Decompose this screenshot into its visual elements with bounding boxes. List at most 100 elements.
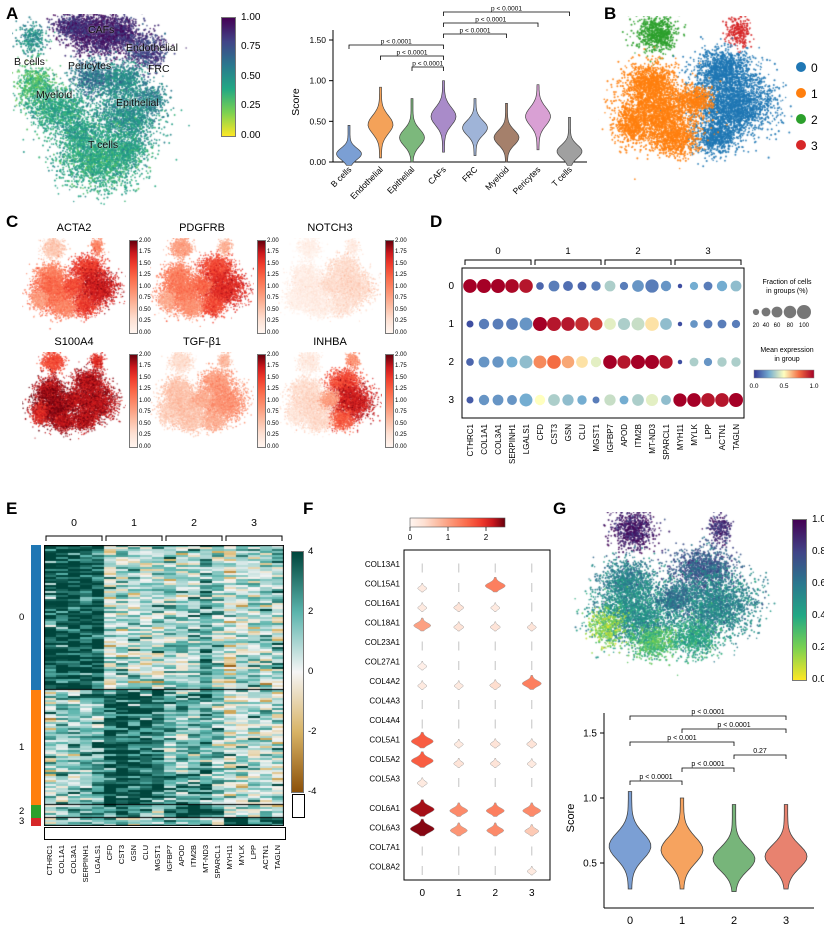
svg-text:COL4A4: COL4A4 bbox=[369, 716, 400, 725]
svg-text:COL1A1: COL1A1 bbox=[57, 845, 66, 874]
svg-text:2: 2 bbox=[484, 533, 489, 542]
svg-text:IGFBP7: IGFBP7 bbox=[165, 845, 174, 872]
svg-text:1.5: 1.5 bbox=[583, 729, 597, 740]
svg-text:p < 0.0001: p < 0.0001 bbox=[717, 722, 750, 729]
svg-text:COL23A1: COL23A1 bbox=[365, 638, 401, 647]
marker-dotplot: 0 1 2 3 0 1 2 3 CTHRC1 COL1A1 COL3A1 SERPINH1 LGALS1… bbox=[448, 246, 818, 464]
svg-text:LPP: LPP bbox=[249, 845, 258, 859]
colorbar-tick: 1.00 bbox=[139, 397, 151, 404]
svg-text:MYLK: MYLK bbox=[690, 423, 699, 445]
umap-label: Endothelial bbox=[126, 42, 178, 54]
marker-heatmap bbox=[44, 545, 284, 826]
svg-text:1.0: 1.0 bbox=[809, 383, 818, 390]
svg-text:ACTN1: ACTN1 bbox=[718, 423, 727, 450]
feature-umap-PDGFRB bbox=[150, 238, 254, 338]
svg-text:MGST1: MGST1 bbox=[592, 423, 601, 451]
colorbar-tick: 1.00 bbox=[395, 397, 407, 404]
svg-text:in groups (%): in groups (%) bbox=[766, 288, 808, 295]
colorbar-tick: 1.75 bbox=[267, 249, 279, 256]
svg-text:0: 0 bbox=[408, 533, 413, 542]
feature-umap-TGF-β1 bbox=[150, 352, 254, 452]
svg-text:COL13A1: COL13A1 bbox=[365, 560, 401, 569]
heatmap-group-label: 3 bbox=[19, 816, 25, 827]
score-colorbar-g bbox=[792, 519, 807, 681]
feature-title-inhba: INHBA bbox=[313, 336, 347, 348]
svg-text:LGALS1: LGALS1 bbox=[93, 845, 102, 873]
svg-text:B cells: B cells bbox=[329, 164, 354, 189]
colorbar-tick: 1.50 bbox=[267, 374, 279, 381]
svg-text:1.50: 1.50 bbox=[309, 35, 326, 45]
colorbar-tick: 1.00 bbox=[267, 397, 279, 404]
heatmap-group-label: 0 bbox=[19, 611, 25, 623]
colorbar-tick: 1.50 bbox=[395, 374, 407, 381]
umap-label: Myeloid bbox=[36, 89, 73, 101]
colorbar-tick: 0.00 bbox=[139, 443, 151, 450]
legend-dot-1 bbox=[796, 88, 806, 98]
svg-text:1: 1 bbox=[448, 319, 454, 330]
svg-text:CLU: CLU bbox=[141, 845, 150, 860]
svg-text:1: 1 bbox=[456, 888, 462, 899]
legend-label-3: 3 bbox=[811, 139, 818, 153]
svg-text:40: 40 bbox=[763, 323, 770, 329]
svg-text:3: 3 bbox=[783, 915, 789, 927]
colorbar-tick: 0.50 bbox=[139, 420, 151, 427]
svg-text:COL5A3: COL5A3 bbox=[369, 775, 400, 784]
panel-e-label: E bbox=[6, 499, 18, 518]
colorbar-tick: 1.75 bbox=[395, 249, 407, 256]
feature-colorbar bbox=[385, 240, 394, 334]
heatmap-group-strip bbox=[31, 690, 41, 805]
feature-title-s100a4: S100A4 bbox=[54, 336, 94, 348]
colorbar-tick: 0.8 bbox=[812, 545, 824, 557]
colorbar-tick: 2.00 bbox=[395, 237, 407, 244]
svg-text:LPP: LPP bbox=[704, 424, 713, 439]
heatmap-group-label: 1 bbox=[19, 741, 25, 753]
colorbar-tick: 1.75 bbox=[139, 249, 151, 256]
colorbar-tick: 1.00 bbox=[267, 283, 279, 290]
colorbar-tick: 0.25 bbox=[395, 318, 407, 325]
svg-text:3: 3 bbox=[705, 246, 710, 257]
colorbar-tick: 0.75 bbox=[139, 409, 151, 416]
svg-text:p < 0.0001: p < 0.0001 bbox=[381, 39, 412, 46]
feature-colorbar bbox=[257, 240, 266, 334]
svg-text:SERPINH1: SERPINH1 bbox=[508, 423, 517, 464]
svg-text:TAGLN: TAGLN bbox=[273, 845, 282, 869]
svg-text:p < 0.001: p < 0.001 bbox=[667, 735, 696, 742]
svg-text:LGALS1: LGALS1 bbox=[522, 423, 531, 454]
colorbar-tick: 2.00 bbox=[395, 351, 407, 358]
legend-dot-0 bbox=[796, 62, 806, 72]
colorbar-tick: 0.25 bbox=[139, 432, 151, 439]
heatmap-colorbar bbox=[291, 551, 304, 793]
colorbar-tick: 1.50 bbox=[267, 260, 279, 267]
svg-text:FRC: FRC bbox=[460, 164, 479, 183]
svg-text:0: 0 bbox=[495, 246, 500, 257]
heatmap-bottom-band bbox=[44, 827, 286, 840]
colorbar-tick: 1.50 bbox=[139, 374, 151, 381]
colorbar-tick: 1.50 bbox=[395, 260, 407, 267]
colorbar-tick: 2 bbox=[308, 605, 314, 617]
svg-text:Myeloid: Myeloid bbox=[483, 164, 511, 192]
feature-title-acta2: ACTA2 bbox=[56, 222, 92, 234]
colorbar-tick: 0.00 bbox=[267, 329, 279, 336]
colorbar-tick: 0.25 bbox=[267, 432, 279, 439]
svg-text:2: 2 bbox=[492, 888, 498, 899]
umap-label: FRC bbox=[148, 63, 170, 75]
svg-text:Score: Score bbox=[565, 804, 577, 833]
svg-text:Pericytes: Pericytes bbox=[511, 164, 543, 196]
heatmap-group-label: 2 bbox=[19, 805, 25, 817]
svg-text:COL3A1: COL3A1 bbox=[69, 845, 78, 874]
colorbar-tick: 1.25 bbox=[139, 386, 151, 393]
panel-g-label: G bbox=[553, 499, 567, 518]
colorbar-tick: 2.00 bbox=[139, 237, 151, 244]
svg-text:ACTN1: ACTN1 bbox=[261, 845, 270, 870]
svg-text:20: 20 bbox=[753, 323, 760, 329]
colorbar-tick: 1.00 bbox=[241, 11, 261, 23]
svg-text:p < 0.0001: p < 0.0001 bbox=[412, 61, 443, 68]
svg-text:COL27A1: COL27A1 bbox=[365, 658, 401, 667]
colorbar-tick: 1.75 bbox=[395, 363, 407, 370]
svg-text:Score: Score bbox=[290, 88, 302, 116]
svg-text:GSN: GSN bbox=[129, 845, 138, 861]
svg-text:in group: in group bbox=[774, 356, 799, 363]
svg-text:IGFBP7: IGFBP7 bbox=[606, 423, 615, 452]
svg-text:SPARCL1: SPARCL1 bbox=[662, 423, 671, 459]
heatmap-group-strip bbox=[31, 545, 41, 690]
